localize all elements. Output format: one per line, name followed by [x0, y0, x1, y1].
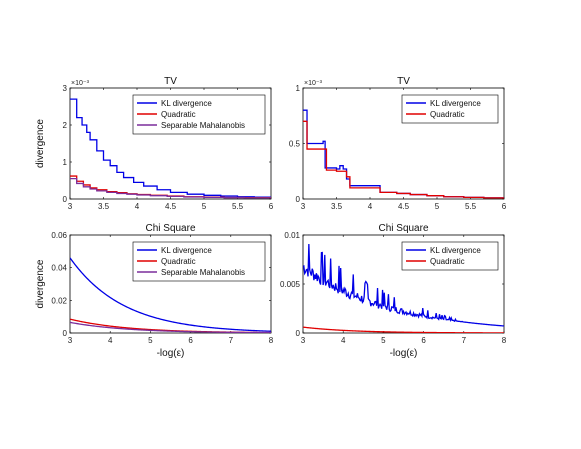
y-tick-label: 0.02 — [51, 296, 67, 305]
x-tick-label: 3 — [301, 202, 306, 211]
legend-label: Separable Mahalanobis — [161, 268, 245, 277]
x-tick-label: 4 — [135, 202, 140, 211]
y-tick-label: 0.5 — [289, 140, 301, 149]
series-line-1 — [70, 98, 271, 198]
x-tick-label: 4.5 — [165, 202, 177, 211]
x-tick-label: 8 — [269, 336, 274, 345]
legend-box — [401, 241, 499, 271]
y-tick-label: 0 — [63, 329, 68, 338]
x-tick-label: 5 — [148, 336, 153, 345]
legend-label: Separable Mahalanobis — [161, 121, 245, 130]
legend: KL divergence Quadratic Separable Mahalano… — [132, 94, 266, 135]
legend: KL divergence Quadratic — [401, 241, 499, 271]
x-tick-label: 4.5 — [398, 202, 410, 211]
x-tick-label: 4 — [341, 336, 346, 345]
x-tick-label: 6 — [269, 202, 274, 211]
x-axis-label: -log(ε) — [157, 348, 185, 359]
legend-label: Quadratic — [161, 257, 196, 266]
x-tick-label: 7 — [462, 336, 467, 345]
series-line-3 — [70, 321, 271, 333]
series-line-3 — [70, 178, 271, 199]
y-axis-label: divergence — [35, 119, 46, 168]
y-tick-label: 1 — [296, 84, 301, 93]
y-tick-label: 0.01 — [284, 231, 300, 240]
x-tick-label: 3.5 — [98, 202, 110, 211]
legend-box — [401, 94, 499, 124]
x-tick-label: 7 — [229, 336, 234, 345]
chart-panel-4: 3 4 5 6 7 8 0 0.005 0.01 Chi Square -log(ε) KL dive… — [280, 223, 507, 359]
x-tick-label: 5 — [202, 202, 207, 211]
y-tick-label: 1 — [63, 158, 68, 167]
x-tick-label: 4 — [368, 202, 373, 211]
y-tick-label: 0 — [296, 195, 301, 204]
chart-title: Chi Square — [378, 223, 428, 234]
y-tick-label: 3 — [63, 84, 68, 93]
chart-title: Chi Square — [145, 223, 195, 234]
y-tick-label: 0.04 — [51, 264, 67, 273]
legend-label: Quadratic — [430, 257, 465, 266]
chart-panel-2: 3 3.5 4 4.5 5 5.5 6 0 0.5 1×10⁻³ TV KL divergence Qu… — [289, 76, 507, 211]
legend-label: KL divergence — [430, 99, 481, 108]
x-tick-label: 6 — [188, 336, 193, 345]
x-tick-label: 5.5 — [465, 202, 477, 211]
legend-label: KL divergence — [161, 246, 212, 255]
x-tick-label: 3 — [301, 336, 306, 345]
x-tick-label: 6 — [421, 336, 426, 345]
series-line-2 — [303, 120, 504, 199]
legend-label: Quadratic — [161, 110, 196, 119]
chart-title: TV — [397, 76, 410, 87]
legend-label: Quadratic — [430, 110, 465, 119]
x-tick-label: 3.5 — [331, 202, 343, 211]
chart-panel-3: 3 4 5 6 7 8 0 0.02 0.04 0.06 Chi Square divergence -… — [35, 223, 274, 359]
legend-label: KL divergence — [430, 246, 481, 255]
axis-multiplier: ×10⁻³ — [304, 80, 323, 87]
y-tick-label: 0.06 — [51, 231, 67, 240]
x-tick-label: 5.5 — [232, 202, 244, 211]
y-tick-label: 0 — [296, 329, 301, 338]
x-tick-label: 6 — [502, 202, 507, 211]
x-tick-label: 3 — [68, 202, 73, 211]
y-tick-label: 2 — [63, 121, 68, 130]
y-tick-label: 0.005 — [280, 280, 301, 289]
series-line-1 — [303, 244, 504, 327]
x-tick-label: 5 — [435, 202, 440, 211]
x-tick-label: 3 — [68, 336, 73, 345]
legend-label: KL divergence — [161, 99, 212, 108]
x-tick-label: 4 — [108, 336, 113, 345]
x-axis-label: -log(ε) — [390, 348, 418, 359]
x-tick-label: 8 — [502, 336, 507, 345]
x-tick-label: 5 — [381, 336, 386, 345]
y-axis-label: divergence — [35, 259, 46, 308]
axis-multiplier: ×10⁻³ — [71, 80, 90, 87]
legend: KL divergence Quadratic — [401, 94, 499, 124]
chart-title: TV — [164, 76, 177, 87]
series-line-2 — [303, 326, 504, 333]
series-line-1 — [70, 257, 271, 332]
y-tick-label: 0 — [63, 195, 68, 204]
legend: KL divergence Quadratic Separable Mahalano… — [132, 241, 266, 282]
